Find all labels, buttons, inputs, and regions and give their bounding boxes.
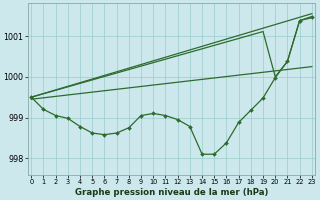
- X-axis label: Graphe pression niveau de la mer (hPa): Graphe pression niveau de la mer (hPa): [75, 188, 268, 197]
